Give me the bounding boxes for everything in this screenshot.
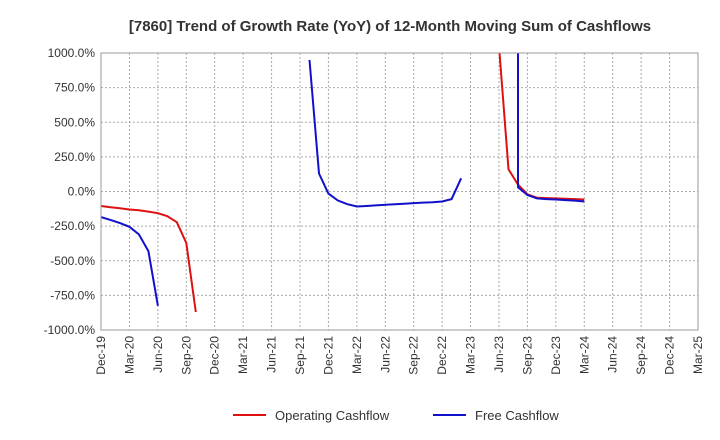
x-tick-label: Sep-22 <box>407 336 421 375</box>
x-tick-label: Jun-24 <box>606 336 620 373</box>
legend-label-free-cashflow: Free Cashflow <box>475 408 559 423</box>
series-line-free-cashflow <box>517 53 585 203</box>
y-tick-label: -250.0% <box>50 219 95 233</box>
x-tick-label: Sep-20 <box>179 336 193 375</box>
x-tick-label: Dec-19 <box>94 336 108 375</box>
x-tick-label: Dec-23 <box>549 336 563 375</box>
plot-frame <box>100 52 699 331</box>
x-tick-label: Mar-20 <box>122 336 136 374</box>
y-tick-label: 750.0% <box>54 81 95 95</box>
x-axis-ticks: Dec-19 Mar-20 Jun-20 Sep-20 Dec-20 Mar-21 Jun-… <box>94 336 705 375</box>
grid <box>100 52 699 331</box>
y-tick-label: 500.0% <box>54 115 95 129</box>
x-tick-label: Sep-21 <box>293 336 307 375</box>
x-tick-label: Jun-20 <box>151 336 165 373</box>
y-tick-label: -500.0% <box>50 254 95 268</box>
x-tick-label: Dec-20 <box>208 336 222 375</box>
legend-label-operating-cashflow: Operating Cashflow <box>275 408 390 423</box>
y-tick-label: 0.0% <box>68 185 96 199</box>
x-tick-label: Jun-23 <box>492 336 506 373</box>
x-tick-label: Mar-23 <box>464 336 478 374</box>
x-tick-label: Dec-22 <box>435 336 449 375</box>
series-line-free-cashflow <box>101 216 159 306</box>
x-tick-label: Sep-23 <box>520 336 534 375</box>
x-tick-label: Jun-21 <box>265 336 279 373</box>
y-tick-label: -750.0% <box>50 288 95 302</box>
x-tick-label: Mar-25 <box>691 336 705 374</box>
x-tick-label: Mar-22 <box>350 336 364 374</box>
chart-title: [7860] Trend of Growth Rate (YoY) of 12-… <box>129 18 651 35</box>
x-tick-label: Mar-21 <box>236 336 250 374</box>
x-tick-label: Sep-24 <box>634 336 648 375</box>
series-line-free-cashflow <box>308 59 463 208</box>
series-line-operating-cashflow <box>498 53 585 201</box>
x-tick-label: Jun-22 <box>378 336 392 373</box>
series-line-operating-cashflow <box>101 205 197 313</box>
series-layer <box>101 53 585 313</box>
x-tick-label: Mar-24 <box>577 336 591 374</box>
legend: Operating Cashflow Free Cashflow <box>233 408 559 423</box>
y-tick-label: -1000.0% <box>44 323 96 337</box>
x-tick-label: Dec-21 <box>321 336 335 375</box>
y-axis-ticks: 1000.0% 750.0% 500.0% 250.0% 0.0% -250.0% -500… <box>44 46 96 337</box>
y-tick-label: 1000.0% <box>48 46 96 60</box>
y-tick-label: 250.0% <box>54 150 95 164</box>
x-tick-label: Dec-24 <box>663 336 677 375</box>
